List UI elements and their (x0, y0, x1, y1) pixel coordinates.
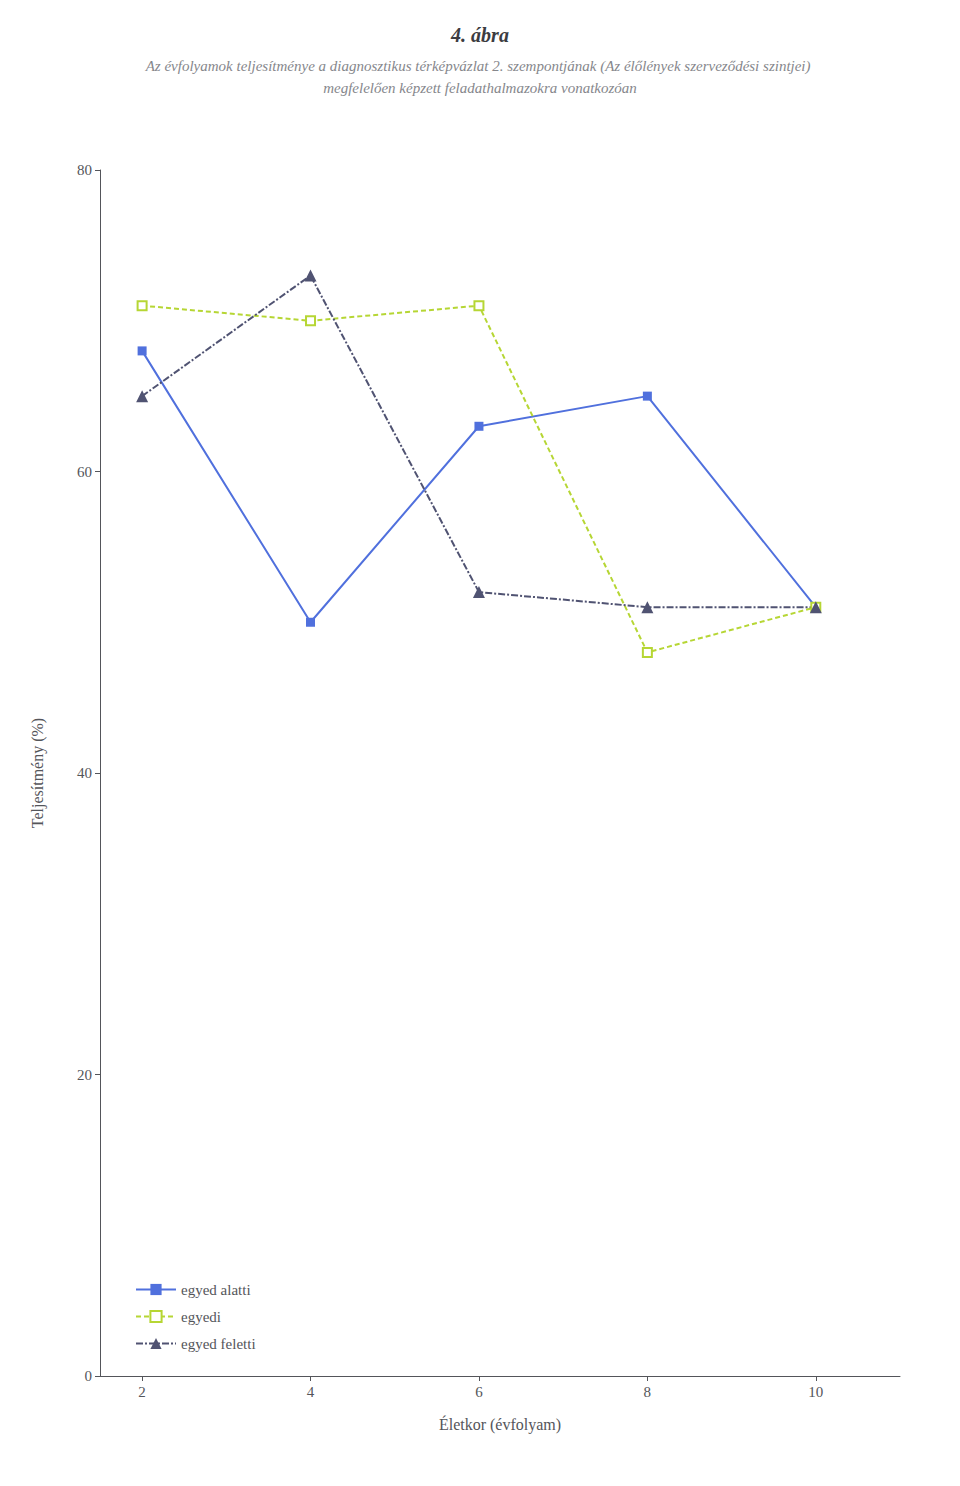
svg-text:egyedi: egyedi (181, 1309, 221, 1325)
svg-text:Életkor (évfolyam): Életkor (évfolyam) (439, 1415, 561, 1434)
svg-text:Teljesítmény (%): Teljesítmény (%) (29, 718, 47, 828)
svg-text:8: 8 (644, 1384, 652, 1400)
svg-text:0: 0 (85, 1368, 93, 1384)
svg-text:10: 10 (808, 1384, 823, 1400)
svg-text:40: 40 (77, 765, 92, 781)
svg-text:egyed feletti: egyed feletti (181, 1336, 256, 1352)
svg-text:4. ábra: 4. ábra (450, 24, 509, 46)
svg-text:megfelelően képzett feladathal: megfelelően képzett feladathalmazokra vo… (323, 80, 637, 96)
svg-text:80: 80 (77, 162, 92, 178)
svg-text:6: 6 (475, 1384, 483, 1400)
svg-text:60: 60 (77, 464, 92, 480)
svg-text:2: 2 (138, 1384, 146, 1400)
svg-text:egyed alatti: egyed alatti (181, 1282, 251, 1298)
svg-text:Az évfolyamok teljesítménye a: Az évfolyamok teljesítménye a diagnoszti… (145, 58, 815, 75)
svg-text:4: 4 (307, 1384, 315, 1400)
svg-text:20: 20 (77, 1067, 92, 1083)
